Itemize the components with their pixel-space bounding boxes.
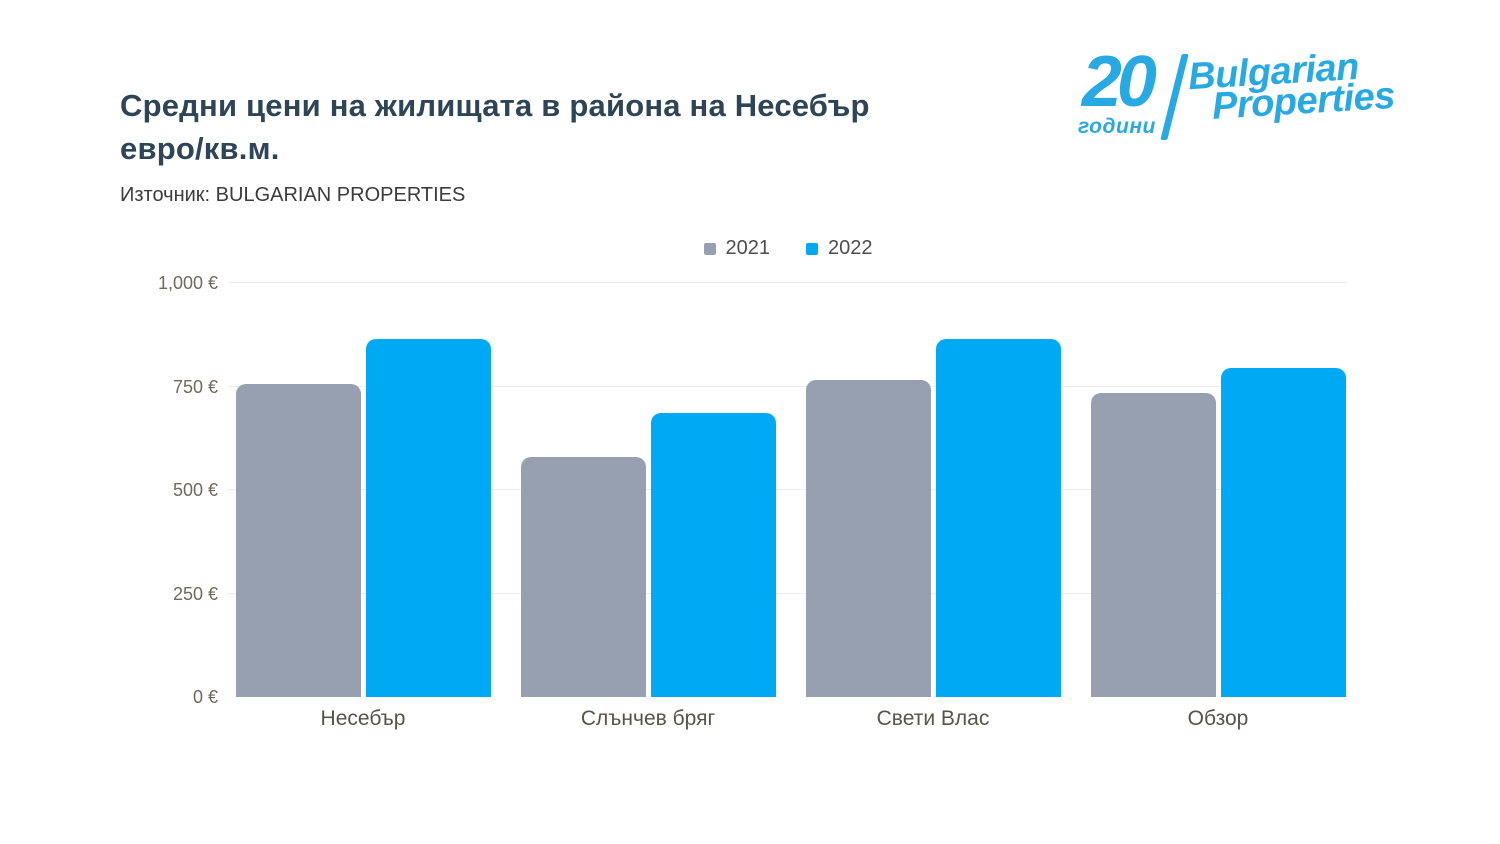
y-tick-label: 250 € [172, 583, 218, 604]
legend-label: 2021 [725, 237, 771, 259]
y-tick-label: 500 € [172, 480, 218, 500]
page-title-line2: евро/кв.м. [120, 131, 280, 166]
category-label: Несебър [320, 707, 406, 730]
bar-2022-Несебър [365, 338, 491, 697]
legend-swatch-icon [806, 242, 818, 255]
bar-2021-Слънчев бряг [520, 456, 646, 697]
bulgarian-properties-logo: 20 години Bulgarian Properties [1078, 42, 1396, 140]
chart-legend: 2021 2022 [228, 237, 1348, 260]
gridline-750 [228, 385, 1348, 387]
y-tick-label: 0 € [192, 687, 218, 707]
logo-anniversary-number: 20 [1081, 42, 1157, 122]
logo-anniversary-block: 20 години [1078, 42, 1157, 139]
legend-item-2022: 2022 [806, 237, 873, 260]
gridline-500 [228, 489, 1348, 490]
bar-2022-Слънчев бряг [650, 413, 776, 697]
gridline-250 [228, 592, 1348, 594]
category-label: Обзор [1187, 707, 1249, 730]
legend-swatch-icon [703, 242, 716, 255]
chart-header: Средни цени на жилищата в района на Несе… [120, 84, 1020, 207]
logo-brand-line2: Properties [1210, 74, 1396, 128]
x-axis: Несебър Слънчев бряг Свети Влас Обзор [228, 707, 1348, 737]
logo-slash-icon [1160, 54, 1189, 140]
logo-brand-name: Bulgarian Properties [1187, 46, 1396, 128]
page-title-line1: Средни цени на жилищата в района на Несе… [120, 88, 870, 123]
y-tick-label: 750 € [172, 376, 218, 397]
legend-item-2021: 2021 [703, 237, 771, 260]
y-tick-label: 1,000 € [157, 273, 218, 293]
source-label: Източник: BULGARIAN PROPERTIES [120, 184, 466, 206]
category-label: Слънчев бряг [580, 707, 716, 730]
bar-2021-Несебър [235, 384, 361, 697]
bar-2022-Свети Влас [935, 338, 1061, 697]
gridline-1000 [228, 282, 1348, 283]
page-title: Средни цени на жилищата в района на Несе… [120, 84, 1020, 170]
legend-label: 2022 [828, 237, 873, 259]
category-label: Свети Влас [876, 707, 990, 730]
bar-chart-plot-area [228, 282, 1348, 697]
bar-2021-Свети Влас [805, 380, 931, 697]
bar-2022-Обзор [1220, 367, 1346, 697]
bar-2021-Обзор [1090, 392, 1216, 697]
logo-anniversary-label: години [1078, 114, 1156, 138]
